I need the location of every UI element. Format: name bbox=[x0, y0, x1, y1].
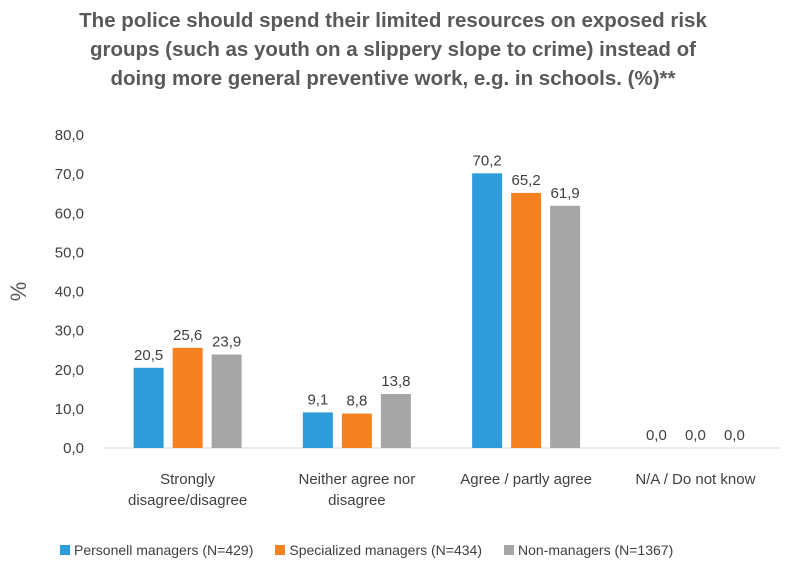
x-tick-label: Strongly bbox=[160, 471, 216, 488]
data-label: 61,9 bbox=[551, 185, 580, 202]
bar-chart: 0,0 10,0 20,0 30,0 40,0 50,0 60,0 70,0 80,0% 20,5… bbox=[6, 127, 780, 509]
legend-item-specialized-managers: Specialized managers (N=434) bbox=[275, 542, 482, 558]
chart-title-line-3: doing more general preventive work, e.g.… bbox=[110, 67, 676, 90]
x-tick-label: Agree / partly agree bbox=[460, 471, 592, 488]
x-tick-label: Neither agree nor bbox=[299, 471, 416, 488]
data-label: 8,8 bbox=[346, 393, 367, 410]
legend-label-specialized-managers: Specialized managers (N=434) bbox=[289, 542, 482, 558]
bar bbox=[133, 367, 164, 448]
data-label: 0,0 bbox=[646, 427, 667, 444]
bar bbox=[472, 173, 503, 448]
data-label: 0,0 bbox=[685, 427, 706, 444]
y-tick-label: 40,0 bbox=[55, 284, 84, 301]
data-label: 0,0 bbox=[724, 427, 745, 444]
bar bbox=[211, 354, 242, 448]
y-tick-label: 50,0 bbox=[55, 244, 84, 261]
y-tick-label: 20,0 bbox=[55, 362, 84, 379]
y-tick-label: 30,0 bbox=[55, 323, 84, 340]
data-label: 65,2 bbox=[512, 172, 541, 189]
x-tick-label: disagree bbox=[328, 492, 386, 509]
legend-item-personell-managers: Personell managers (N=429) bbox=[60, 542, 253, 558]
chart-title-line-1: The police should spend their limited re… bbox=[79, 9, 707, 32]
legend-swatch-personell-managers bbox=[60, 545, 70, 555]
y-tick-label: 0,0 bbox=[63, 440, 84, 457]
legend-swatch-specialized-managers bbox=[275, 545, 286, 555]
y-tick-label: 10,0 bbox=[55, 401, 84, 418]
bar bbox=[511, 192, 542, 448]
y-tick-label: 80,0 bbox=[55, 127, 84, 144]
x-tick-label: disagree/disagree bbox=[128, 492, 247, 509]
bar bbox=[550, 205, 581, 448]
bar bbox=[172, 347, 203, 448]
legend-label-non-managers: Non-managers (N=1367) bbox=[517, 542, 674, 558]
y-axis-title: % bbox=[6, 282, 31, 302]
bar bbox=[302, 412, 333, 448]
chart-legend: Personell managers (N=429) Specialized m… bbox=[60, 541, 780, 559]
bar bbox=[380, 394, 411, 448]
legend-item-non-managers: Non-managers (N=1367) bbox=[503, 542, 674, 558]
data-label: 9,1 bbox=[307, 391, 328, 408]
y-tick-label: 60,0 bbox=[55, 205, 84, 222]
data-label: 23,9 bbox=[212, 333, 241, 350]
data-label: 13,8 bbox=[381, 373, 410, 390]
bar bbox=[341, 413, 372, 448]
chart-title: The police should spend their limited re… bbox=[40, 6, 746, 93]
data-label: 25,6 bbox=[173, 327, 202, 344]
data-label: 70,2 bbox=[473, 152, 502, 169]
legend-swatch-non-managers bbox=[503, 545, 514, 555]
legend-label-personell-managers: Personell managers (N=429) bbox=[74, 542, 254, 558]
x-tick-label: N/A / Do not know bbox=[635, 471, 755, 488]
y-tick-label: 70,0 bbox=[55, 166, 84, 183]
data-label: 20,5 bbox=[134, 347, 163, 364]
chart-title-line-2: groups (such as youth on a slippery slop… bbox=[90, 38, 696, 61]
